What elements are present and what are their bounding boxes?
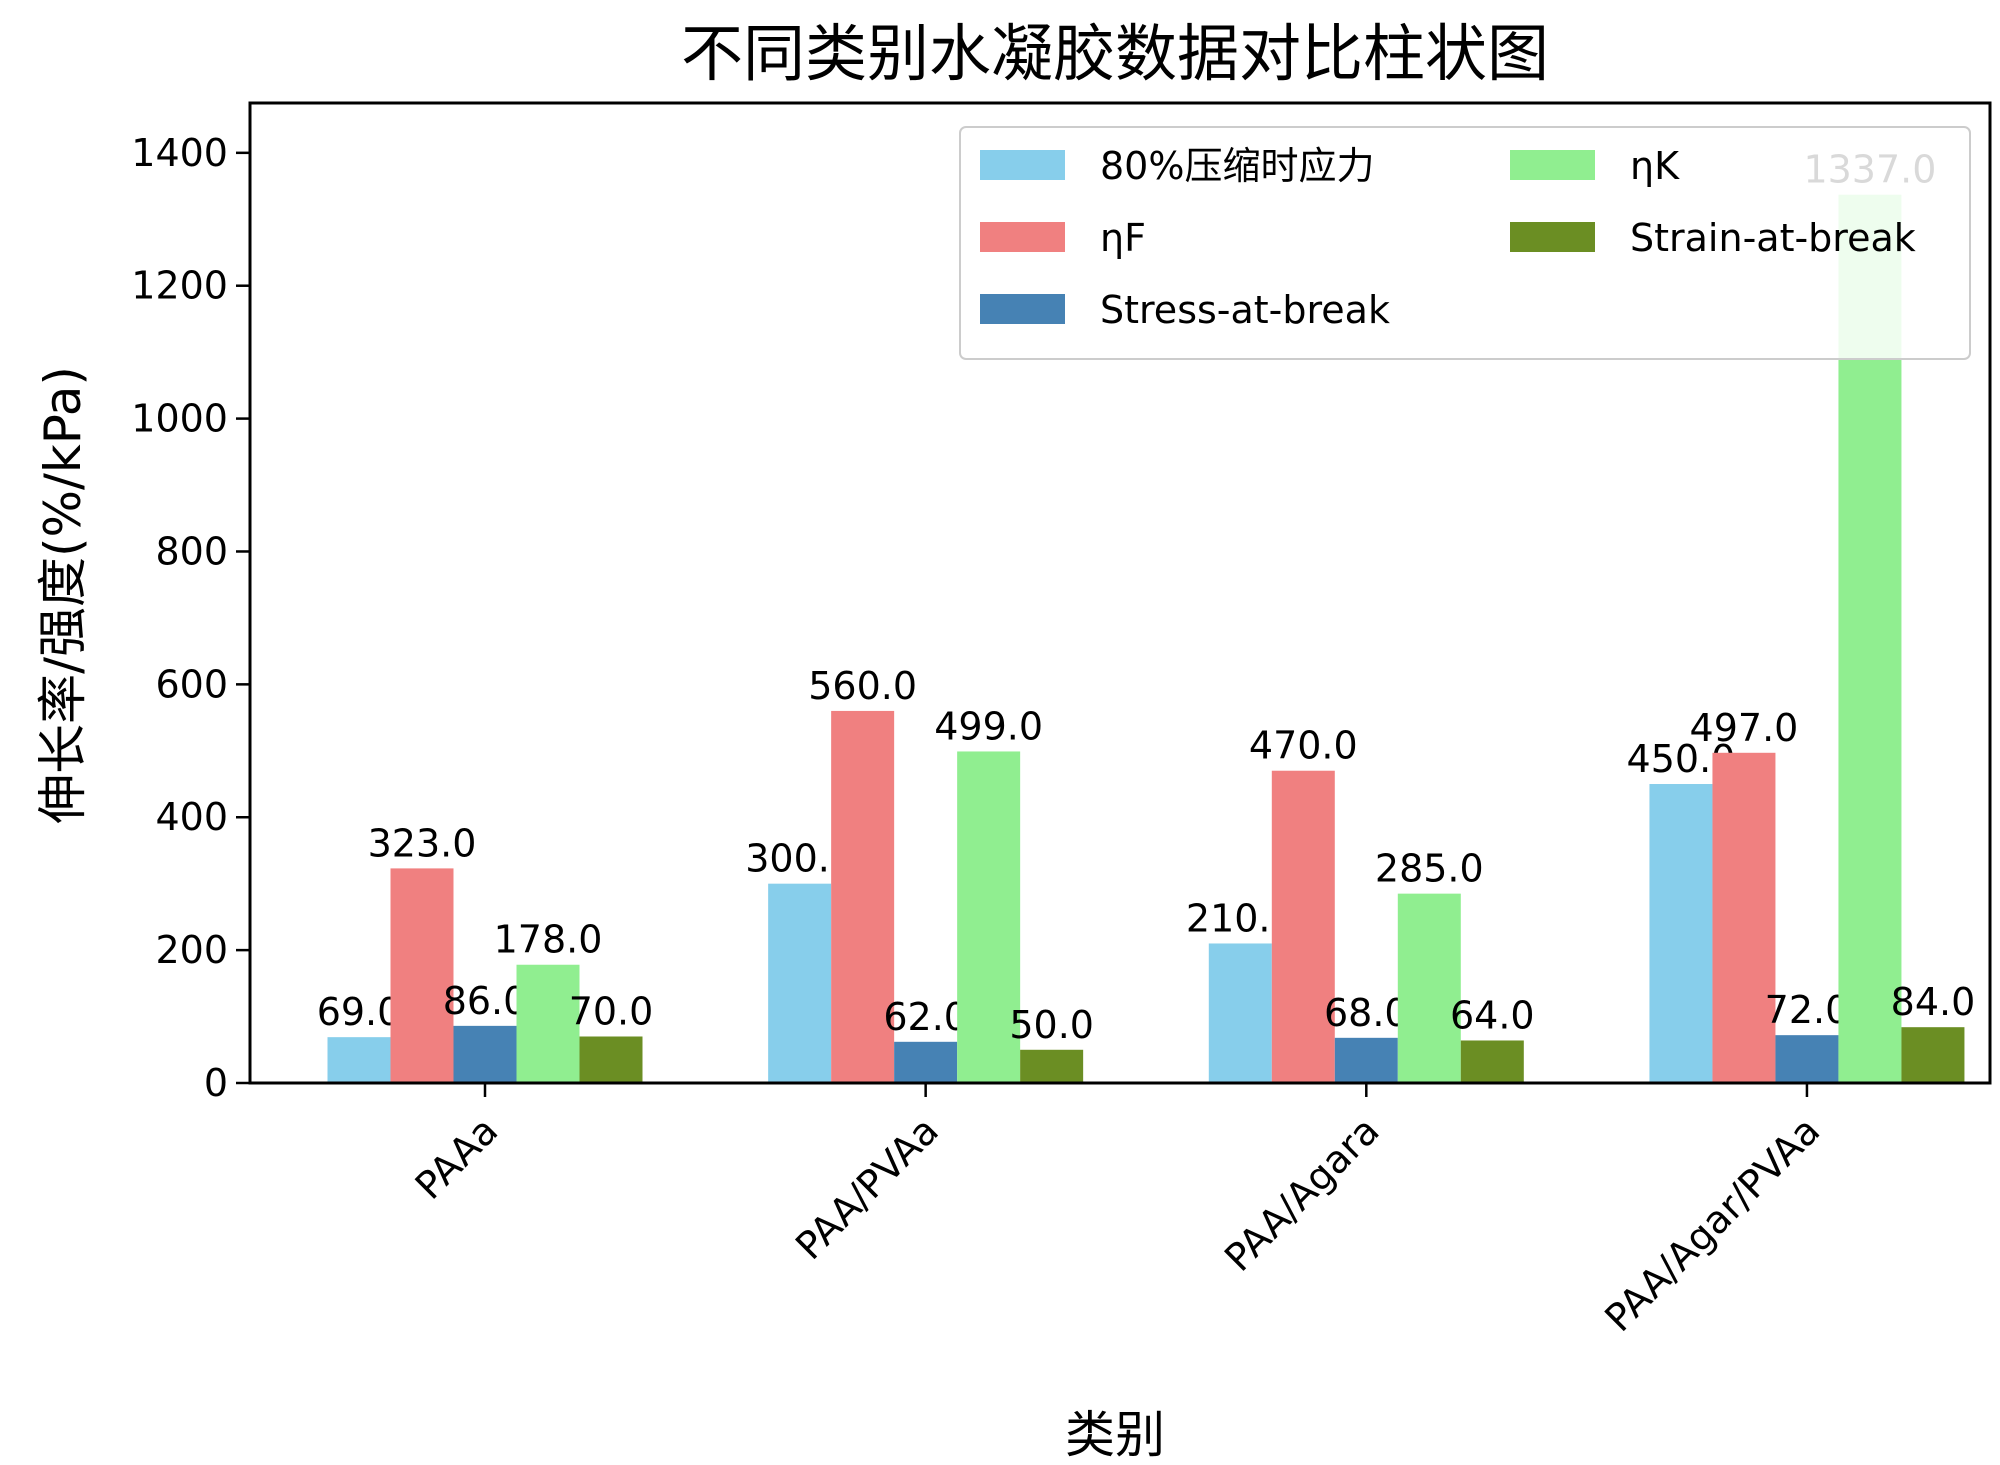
legend-label: Stress-at-break xyxy=(1100,288,1390,332)
legend-label: ηF xyxy=(1100,216,1146,260)
legend-swatch xyxy=(1510,222,1595,252)
x-tick-label: PAA/Agara xyxy=(1216,1108,1388,1280)
bar-data-label: 499.0 xyxy=(934,704,1043,748)
bar xyxy=(1901,1027,1965,1083)
bar xyxy=(831,710,895,1083)
bar xyxy=(1208,943,1272,1083)
axes-frame xyxy=(248,101,1992,1085)
bar-data-label: 64.0 xyxy=(1450,993,1535,1037)
bar-data-label: 470.0 xyxy=(1249,724,1358,768)
x-tick-label: PAA/PVAa xyxy=(787,1108,947,1268)
y-tick-label: 1200 xyxy=(131,264,228,308)
y-tick-label: 1000 xyxy=(131,397,228,441)
bar xyxy=(453,1025,517,1083)
x-tick-label: PAA/Agar/PVAa xyxy=(1596,1108,1828,1340)
bar-data-label: 68.0 xyxy=(1324,991,1409,1035)
bar xyxy=(1271,770,1335,1083)
bar-data-label: 72.0 xyxy=(1765,988,1850,1032)
bar xyxy=(768,883,832,1083)
legend-swatch xyxy=(980,222,1065,252)
x-tick-label: PAAa xyxy=(407,1108,507,1208)
bar xyxy=(579,1036,643,1083)
legend-swatch xyxy=(1510,150,1595,180)
bar xyxy=(1334,1037,1398,1083)
x-axis-label: 类别 xyxy=(1065,1406,1165,1464)
bar-data-label: 84.0 xyxy=(1891,980,1976,1024)
bar-data-label: 178.0 xyxy=(494,918,603,962)
bar-data-label: 86.0 xyxy=(443,979,528,1023)
bar xyxy=(516,964,580,1083)
bar xyxy=(1397,893,1461,1083)
bar xyxy=(1020,1049,1084,1083)
legend: 80%压缩时应力 ηF Stress-at-break ηK Strain-at-bre… xyxy=(959,126,1971,360)
bar xyxy=(894,1041,958,1083)
bar xyxy=(1460,1040,1524,1083)
chart-title: 不同类别水凝胶数据对比柱状图 xyxy=(681,17,1549,90)
legend-box xyxy=(959,126,1971,360)
y-axis-label: 伸长率/强度(%/kPa) xyxy=(34,366,92,824)
bar xyxy=(1712,752,1776,1083)
legend-swatch xyxy=(980,294,1065,324)
bar xyxy=(390,868,454,1083)
bar-data-label: 70.0 xyxy=(569,989,654,1033)
bar xyxy=(1649,784,1713,1083)
y-tick-label: 1400 xyxy=(131,131,228,175)
y-tick-label: 200 xyxy=(155,928,228,972)
bar xyxy=(327,1037,391,1083)
legend-label: ηK xyxy=(1630,144,1680,188)
legend-label: Strain-at-break xyxy=(1630,216,1916,260)
bar-data-label: 50.0 xyxy=(1009,1003,1094,1047)
y-tick-label: 800 xyxy=(155,529,228,573)
bar xyxy=(1775,1035,1839,1083)
bar-data-label: 560.0 xyxy=(808,664,917,708)
bar-data-label: 285.0 xyxy=(1375,847,1484,891)
bar-data-label: 62.0 xyxy=(883,995,968,1039)
bar-data-label: 497.0 xyxy=(1690,706,1799,750)
y-tick-label: 400 xyxy=(155,795,228,839)
bar xyxy=(957,751,1021,1083)
y-tick-label: 0 xyxy=(204,1061,228,1105)
y-tick-label: 600 xyxy=(155,662,228,706)
legend-label: 80%压缩时应力 xyxy=(1100,144,1374,188)
bar-data-label: 323.0 xyxy=(368,821,477,865)
bar-data-label: 69.0 xyxy=(317,990,402,1034)
legend-swatch xyxy=(980,150,1065,180)
